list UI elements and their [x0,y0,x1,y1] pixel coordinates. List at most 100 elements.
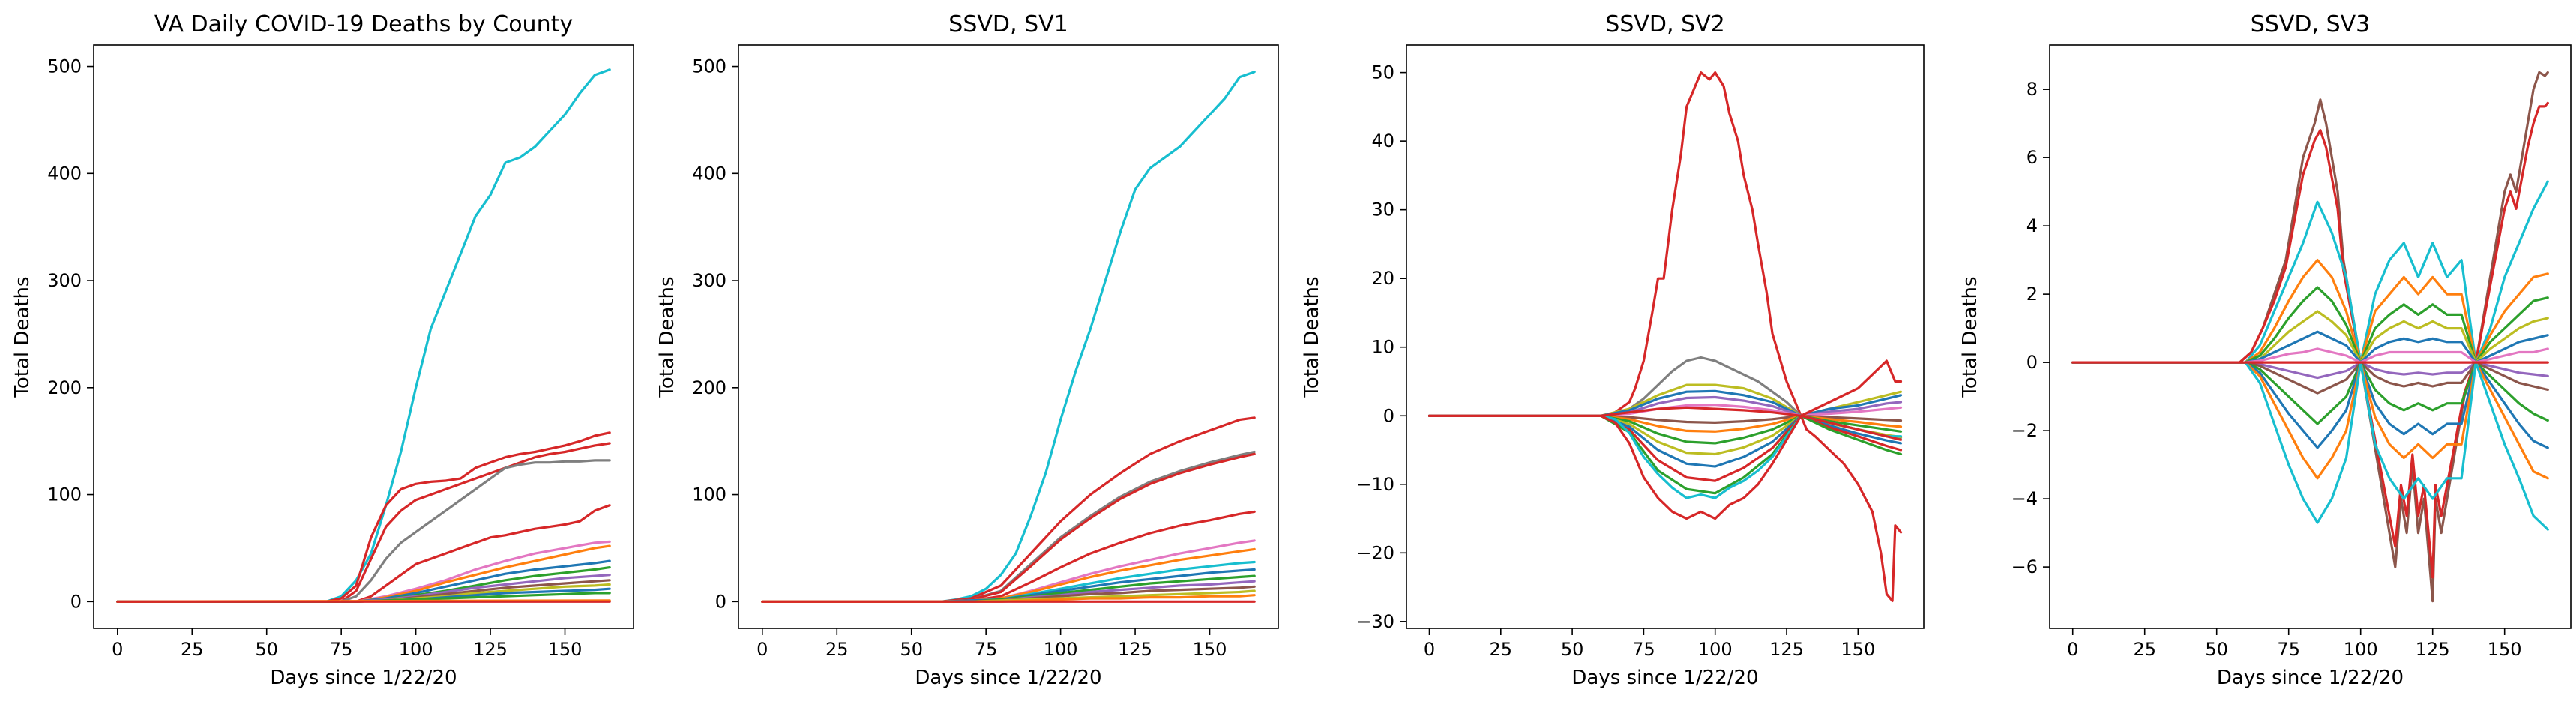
x-tick-label: 50 [2205,639,2228,660]
y-tick-label: 30 [1371,200,1394,220]
y-tick-label: 0 [1383,405,1394,426]
y-tick-label: 200 [692,377,726,398]
series-line-12 [2071,361,2549,449]
chart-title: SSVD, SV1 [948,11,1068,38]
series-line-4 [2071,259,2549,364]
x-tick-label: 125 [1769,639,1804,660]
series-line-2 [116,431,611,603]
series-line-12 [1427,414,1903,482]
y-tick-label: −30 [1356,611,1394,632]
y-tick-label: 100 [47,484,82,506]
y-tick-label: 300 [692,270,726,291]
y-tick-label: 500 [47,56,82,77]
y-tick-label: 6 [2026,147,2038,168]
series-line-5 [761,510,1256,603]
y-tick-label: −20 [1356,542,1394,563]
chart-title: SSVD, SV3 [2251,11,2370,38]
y-tick-label: 0 [70,591,82,612]
y-tick-label: 0 [715,591,726,612]
y-tick-label: −4 [2011,488,2038,509]
x-tick-label: 25 [2133,639,2156,660]
chart-title: VA Daily COVID-19 Deaths by County [154,11,573,38]
x-tick-label: 25 [181,639,204,660]
y-tick-label: 100 [692,484,726,506]
y-tick-label: 200 [47,377,82,398]
y-tick-label: −2 [2011,420,2038,441]
x-tick-label: 100 [1698,639,1733,660]
series-group [116,68,611,603]
y-tick-label: 0 [2026,352,2038,373]
series-line-3 [116,442,611,603]
series-line-3 [2071,180,2549,364]
x-tick-label: 25 [825,639,849,660]
series-line-7 [1427,414,1903,424]
series-line-4 [116,459,611,603]
y-tick-label: 8 [2026,79,2038,100]
x-axis-label: Days since 1/22/20 [1571,667,1758,689]
y-tick-label: 400 [692,163,726,184]
x-tick-label: 25 [1490,639,1513,660]
series-line-5 [116,504,611,603]
series-line-1 [1427,70,1903,603]
x-tick-label: 0 [1424,639,1435,660]
x-tick-label: 75 [975,639,998,660]
series-line-10 [2071,361,2549,394]
y-tick-label: 40 [1371,130,1394,152]
x-axis-label: Days since 1/22/20 [2217,667,2404,689]
series-group [2071,70,2549,603]
y-axis-label: Total Deaths [656,276,678,398]
series-line-7 [2071,330,2549,364]
x-tick-label: 125 [473,639,508,660]
plot-frame [738,44,1279,629]
plot-frame [93,44,634,629]
x-tick-label: 150 [548,639,583,660]
y-tick-label: 4 [2026,215,2038,236]
x-tick-label: 75 [2277,639,2300,660]
y-tick-label: 20 [1371,268,1394,289]
x-tick-label: 75 [330,639,353,660]
series-line-1 [116,68,611,603]
series-line-1 [761,70,1256,603]
series-line-15 [1427,414,1903,520]
x-tick-label: 0 [2067,639,2078,660]
series-line-8 [1427,414,1903,433]
x-tick-label: 50 [255,639,278,660]
series-line-4 [1427,389,1903,417]
chart-panel-4: 0 25 50 75 100 125 150 −6 −4 −2 0 2 4 6 8 SSVD, SV3 Days… [1959,11,2572,689]
x-tick-label: 100 [399,639,433,660]
series-group [1427,70,1903,603]
series-line-11 [2071,361,2549,425]
series-line-14 [2071,361,2549,531]
y-tick-label: 500 [692,56,726,77]
series-line-13 [2071,361,2549,480]
series-line-9 [2071,361,2549,380]
y-axis-label: Total Deaths [11,276,34,398]
x-tick-label: 150 [1841,639,1875,660]
x-tick-label: 150 [1193,639,1227,660]
series-line-9 [1427,414,1903,445]
series-line-4 [761,452,1256,603]
x-tick-label: 0 [756,639,768,660]
x-tick-label: 75 [1632,639,1655,660]
series-line-6 [1427,403,1903,417]
x-tick-label: 100 [2344,639,2378,660]
chart-panel-2: 0 25 50 75 100 125 150 0 100 200 300 400 500 SSVD, SV… [656,11,1279,689]
series-line-2 [761,416,1256,603]
x-axis-label: Days since 1/22/20 [915,667,1101,689]
x-tick-label: 50 [900,639,923,660]
y-tick-label: 400 [47,163,82,184]
x-tick-label: 50 [1561,639,1584,660]
x-tick-label: 0 [112,639,123,660]
series-line-16 [1427,359,1903,417]
x-tick-label: 125 [2416,639,2450,660]
series-line-11 [1427,414,1903,468]
x-axis-label: Days since 1/22/20 [270,667,457,689]
y-axis-label: Total Deaths [1301,276,1323,398]
y-tick-label: −6 [2011,556,2038,578]
series-group [761,70,1256,603]
chart-panel-1: 0 25 50 75 100 125 150 0 100 200 300 400 500 VA Daily… [11,11,634,689]
series-line-6 [2071,310,2549,364]
y-tick-label: 300 [47,270,82,291]
x-tick-label: 100 [1044,639,1078,660]
